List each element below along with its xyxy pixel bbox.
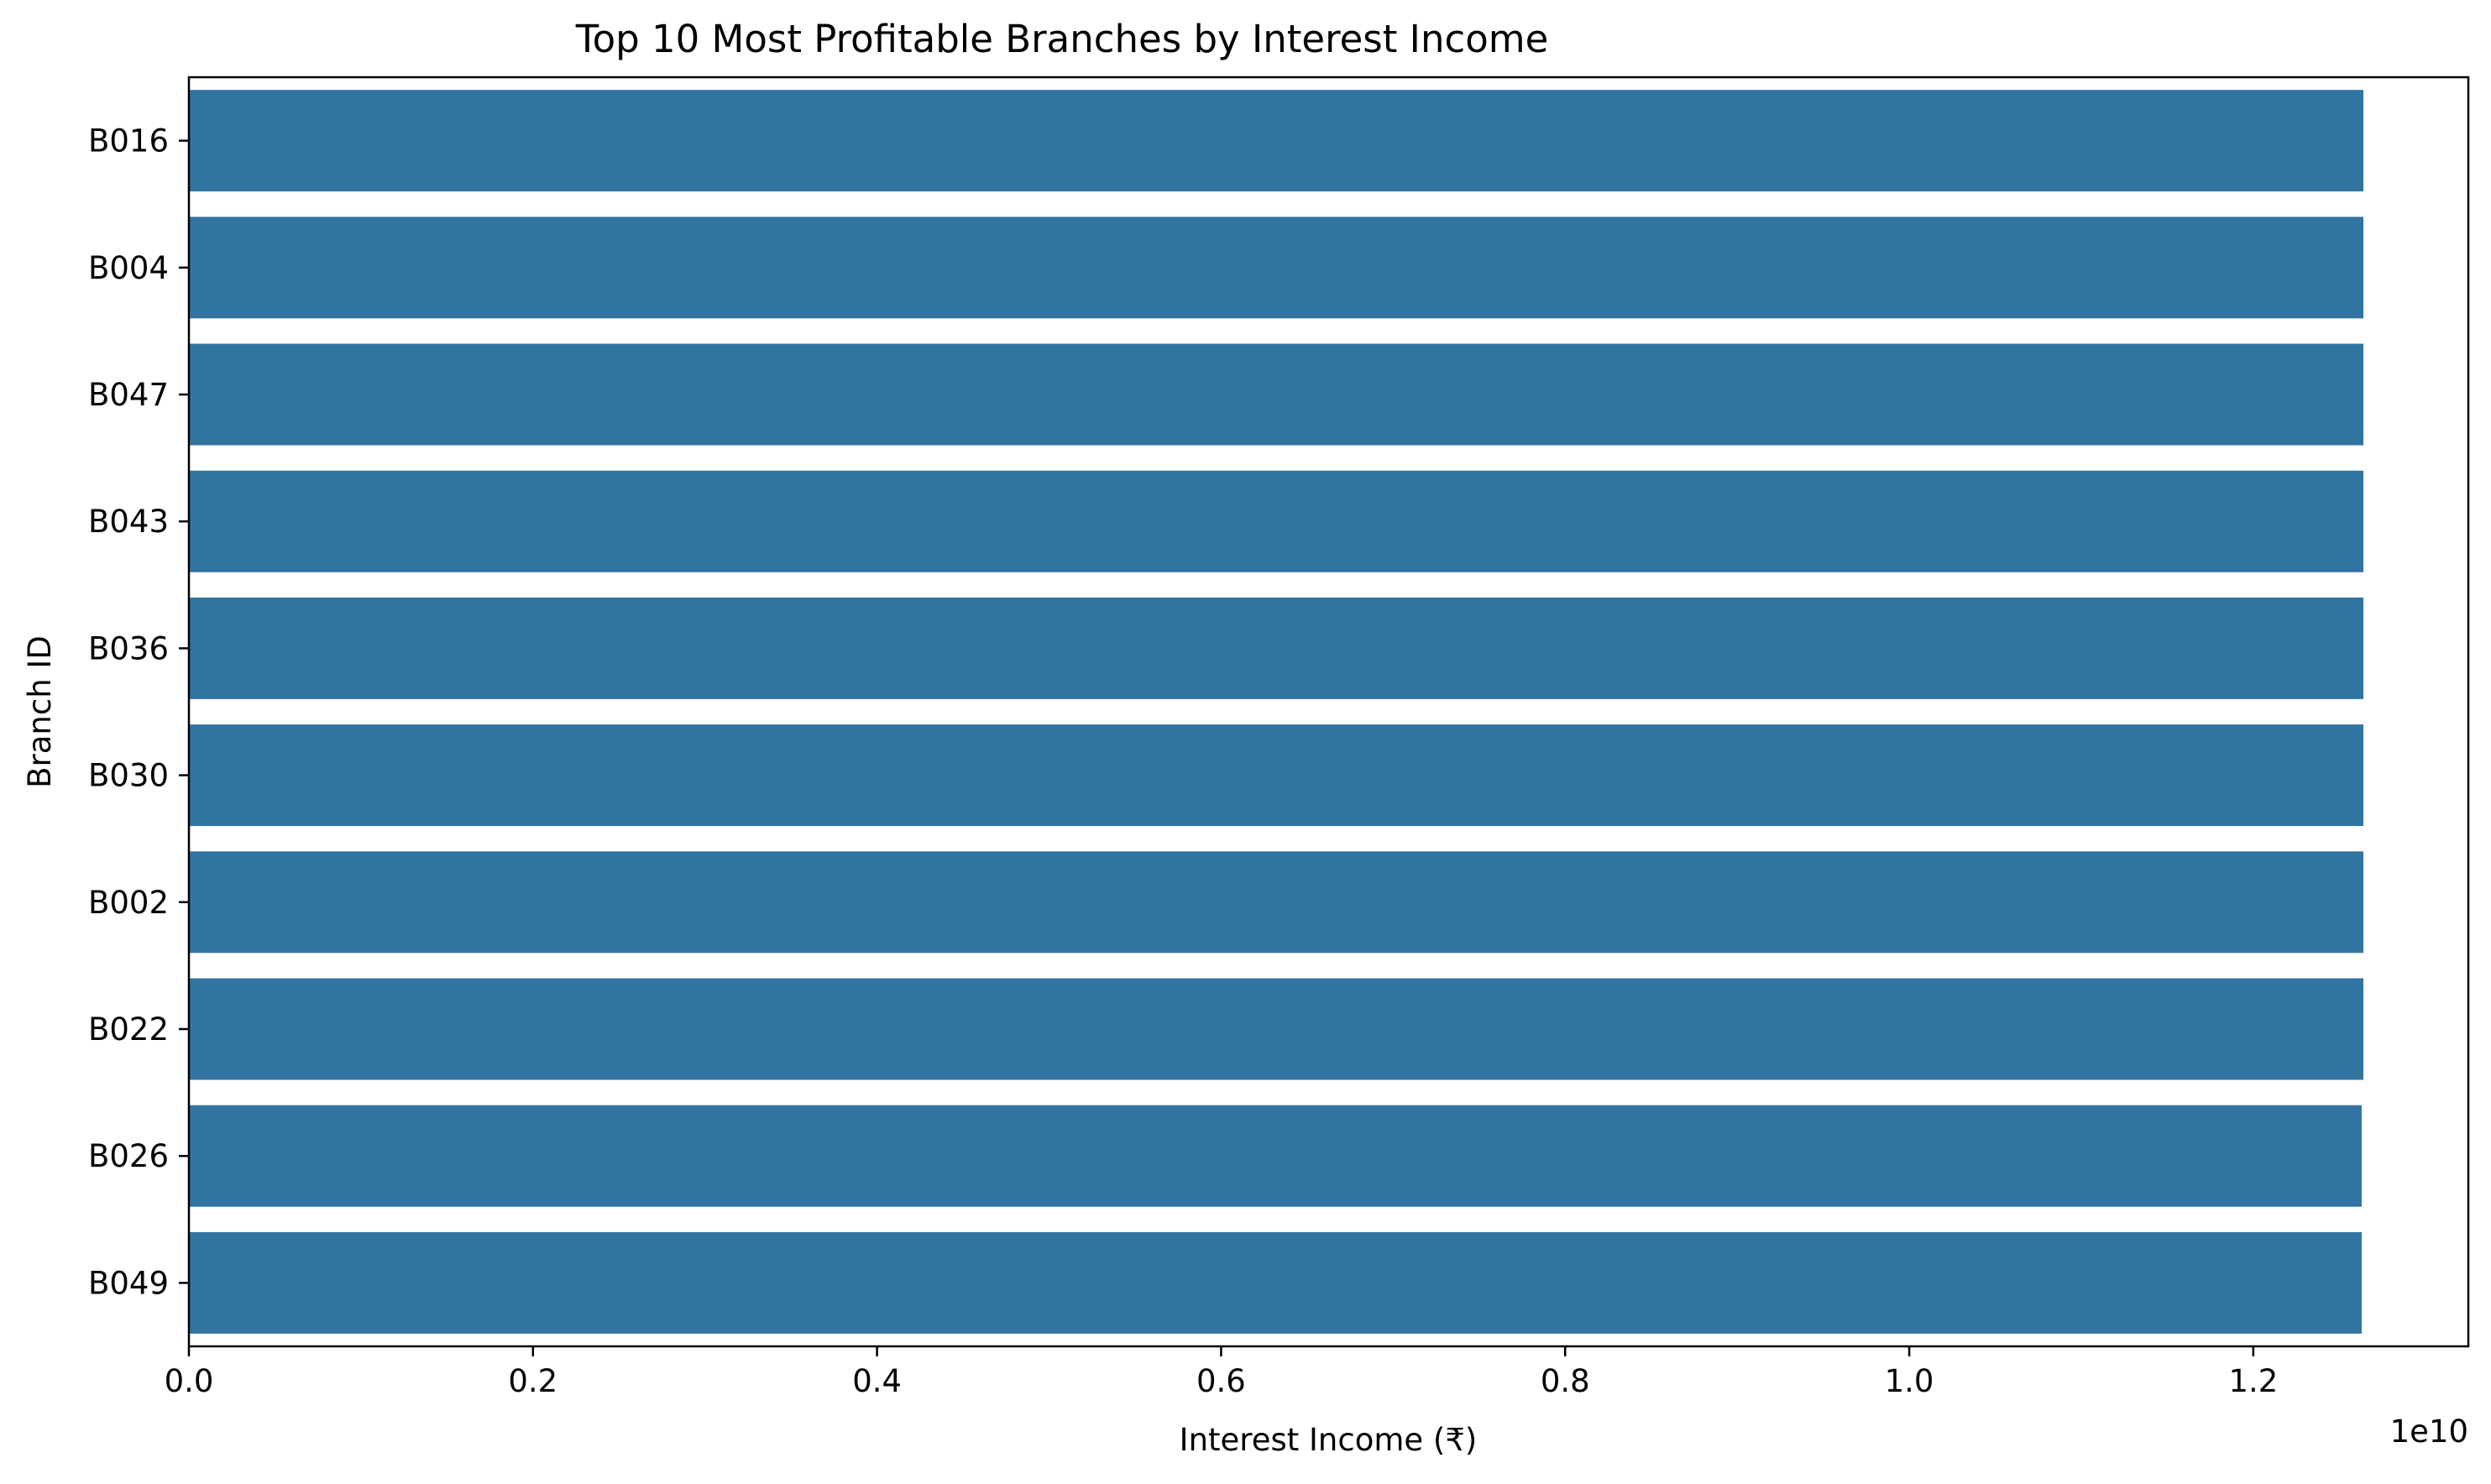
bar-B022 bbox=[189, 978, 2364, 1080]
x-axis-offset-text: 1e10 bbox=[2390, 1413, 2468, 1450]
x-tick-label: 0.4 bbox=[852, 1363, 902, 1399]
y-tick-label: B047 bbox=[88, 377, 169, 413]
y-tick-label: B049 bbox=[88, 1265, 169, 1301]
bar-B043 bbox=[189, 470, 2364, 572]
bar-B047 bbox=[189, 343, 2364, 446]
bar-B002 bbox=[189, 851, 2364, 954]
y-axis-ticks: B016 B004 B047 B043 B036 B030 B002 B022 B026 B049 bbox=[88, 123, 189, 1301]
x-tick-label: 1.2 bbox=[2228, 1363, 2278, 1399]
y-axis-label: Branch ID bbox=[22, 635, 58, 788]
bar-group bbox=[189, 90, 2364, 1334]
x-tick-label: 0.2 bbox=[508, 1363, 557, 1399]
plot-area-frame bbox=[187, 76, 2470, 1348]
y-tick-label: B004 bbox=[88, 250, 169, 286]
y-tick-label: B043 bbox=[88, 504, 169, 540]
x-tick-label: 0.6 bbox=[1196, 1363, 1246, 1399]
x-tick-label: 0.0 bbox=[165, 1363, 214, 1399]
chart-title: Top 10 Most Profitable Branches by Inter… bbox=[575, 17, 1549, 61]
bar-B026 bbox=[189, 1105, 2362, 1207]
bar-B049 bbox=[189, 1231, 2362, 1334]
bar-B016 bbox=[189, 90, 2364, 192]
y-tick-label: B036 bbox=[88, 630, 169, 666]
y-tick-label: B030 bbox=[88, 758, 169, 794]
bar-B004 bbox=[189, 217, 2364, 319]
x-tick-label: 0.8 bbox=[1541, 1363, 1590, 1399]
y-tick-label: B026 bbox=[88, 1138, 169, 1174]
bar-B036 bbox=[189, 597, 2364, 699]
x-axis-ticks: 0.0 0.2 0.4 0.6 0.8 1.0 1.2 bbox=[165, 1346, 2278, 1399]
bar-B030 bbox=[189, 724, 2364, 827]
x-tick-label: 1.0 bbox=[1885, 1363, 1934, 1399]
y-tick-label: B002 bbox=[88, 885, 169, 921]
y-tick-label: B022 bbox=[88, 1011, 169, 1048]
x-axis-label: Interest Income (₹) bbox=[1180, 1422, 1478, 1458]
y-tick-label: B016 bbox=[88, 123, 169, 159]
